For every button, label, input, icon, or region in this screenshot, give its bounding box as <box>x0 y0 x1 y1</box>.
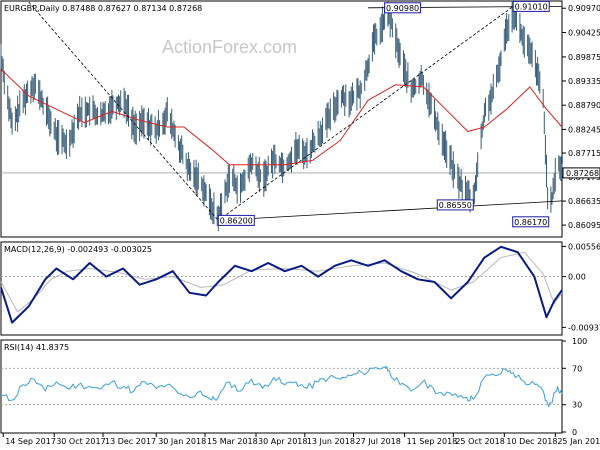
macd-axis-label: 0.00 <box>568 273 586 282</box>
price-level-label: 0.91010 <box>515 2 548 11</box>
price-axis-label: 0.87715 <box>568 149 600 158</box>
price-level-label-box <box>436 199 474 211</box>
time-axis-label: 25 Oct 2018 <box>455 437 504 446</box>
time-axis: 14 Sep 2017 30 Oct 2017 13 Dec 2017 30 Jan … <box>2 433 600 446</box>
macd-title: MACD(12,26,9) -0.002493 -0.003025 <box>4 245 152 254</box>
price-axis-label: 0.89335 <box>568 77 600 86</box>
trendline <box>218 6 514 221</box>
price-header: EURGBP,Daily 0.87488 0.87627 0.87134 0.8… <box>4 4 202 13</box>
time-axis-label: 11 Sep 2018 <box>407 437 458 446</box>
time-axis-label: 30 Oct 2017 <box>56 437 105 446</box>
price-level-label: 0.86200 <box>220 216 253 225</box>
price-annotations: 0.86200 0.90980 0.91010 0.86550 0.86170 <box>28 0 563 228</box>
price-level-label: 0.86550 <box>439 201 472 210</box>
macd-axis-label: -0.00937 <box>568 323 600 332</box>
price-panel-frame <box>0 0 563 238</box>
price-level-label-box <box>512 216 550 228</box>
time-axis-label: 10 Dec 2018 <box>506 437 557 446</box>
price-axis-label: 0.86095 <box>568 221 600 230</box>
macd-main-line <box>0 245 563 324</box>
rsi-axis-label: 0 <box>572 428 577 437</box>
time-axis-label: 25 Jan 2019 <box>557 437 600 446</box>
price-level-label-box <box>512 0 550 12</box>
rsi-title: RSI(14) 41.8375 <box>4 343 69 352</box>
current-price-box <box>562 167 600 179</box>
trendline <box>28 1 219 221</box>
time-axis-label: 13 Dec 2017 <box>105 437 156 446</box>
price-axis-label: 0.86635 <box>568 197 600 206</box>
time-axis-label: 30 Jan 2018 <box>158 437 206 446</box>
rsi-axis-label: 70 <box>572 364 582 373</box>
price-level-label: 0.90980 <box>386 4 419 13</box>
rsi-indicator: 100 70 30 0 <box>1 337 587 437</box>
price-level-label-box <box>384 2 422 14</box>
price-axis-label: 0.89875 <box>568 53 600 62</box>
time-axis-label: 13 Jun 2018 <box>307 437 355 446</box>
macd-signal-line <box>0 251 563 313</box>
price-level-label-box <box>217 214 255 226</box>
watermark: ActionForex.com <box>162 37 297 57</box>
moving-average-line <box>0 68 563 166</box>
rsi-line <box>1 366 563 407</box>
price-axis-label: 0.88245 <box>568 125 600 134</box>
time-axis-label: 30 Apr 2018 <box>258 437 307 446</box>
macd-axis-label: 0.005567 <box>568 242 600 251</box>
rsi-panel-frame <box>0 339 563 434</box>
macd-indicator: 0.005567 0.00 -0.00937 <box>0 242 600 332</box>
rsi-axis-label: 100 <box>572 337 587 346</box>
price-axis-label: 0.88790 <box>568 101 600 110</box>
price-axis-label: 0.90970 <box>568 4 600 13</box>
trendline <box>218 200 563 221</box>
price-axis-label: 0.90425 <box>568 28 600 37</box>
time-axis-label: 27 Jul 2018 <box>356 437 401 446</box>
time-axis-label: 14 Sep 2017 <box>5 437 56 446</box>
time-axis-label: 15 Mar 2018 <box>207 437 258 446</box>
price-level-label: 0.86170 <box>514 218 547 227</box>
price-axis: 0.90970 0.90425 0.89875 0.89335 0.88790 0.882… <box>562 4 600 230</box>
current-price-label: 0.87268 <box>566 169 599 178</box>
rsi-axis-label: 30 <box>572 401 582 410</box>
